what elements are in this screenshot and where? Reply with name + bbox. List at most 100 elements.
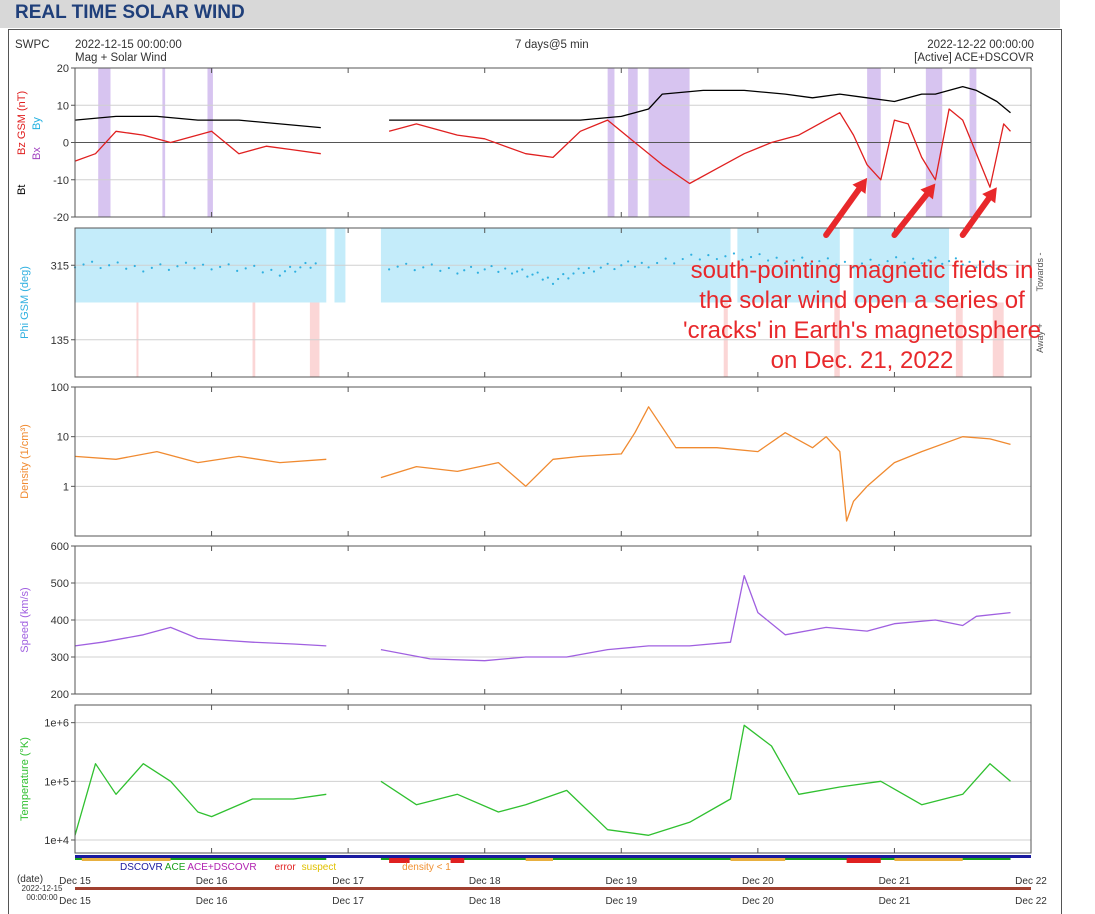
phi-point [289, 265, 292, 269]
phi-point [656, 261, 659, 265]
phi-point [947, 260, 951, 263]
phi-point [620, 264, 623, 267]
phi-point [526, 275, 529, 278]
y-axis-label: Speed (km/s) [19, 587, 31, 652]
page-title: REAL TIME SOLAR WIND [15, 2, 245, 23]
phi-point [463, 269, 466, 272]
phi-point [988, 264, 992, 267]
phi-point [975, 266, 978, 269]
ace-strip [380, 858, 1011, 860]
phi-point [546, 276, 549, 279]
timeline-bar [75, 887, 1031, 890]
bt-series [389, 85, 1011, 121]
phi-point [469, 265, 473, 269]
x-tick-label: Dec 21 [879, 876, 911, 887]
y-tick-label: 315 [51, 260, 69, 272]
phi-point [516, 270, 519, 273]
legend-item-ace-dscovr: ACE+DSCOVR [187, 862, 256, 873]
suspect-flag [894, 858, 963, 861]
phi-point [536, 271, 539, 274]
phi-point [809, 262, 812, 266]
phi-point [992, 261, 995, 264]
phi-point [116, 261, 119, 264]
phi-point [982, 260, 985, 263]
phi-point [664, 257, 667, 260]
bt-series [74, 115, 321, 129]
phi-point [627, 260, 630, 263]
phi-point [125, 267, 128, 270]
y-tick-label: 1e+6 [44, 718, 69, 730]
phi-point [557, 277, 560, 281]
phi-point [278, 274, 281, 277]
y-axis-label-part: Bt [16, 185, 28, 195]
phi-point [150, 266, 153, 269]
phi-point [835, 263, 838, 266]
x-tick-label: Dec 18 [469, 876, 501, 887]
start-date: 2022-12-15 00:00:00 [75, 39, 182, 51]
y-tick-label: 20 [57, 63, 69, 75]
phi-point [504, 267, 507, 270]
phi-point [995, 267, 998, 270]
phi-point [941, 262, 944, 266]
phi-point [633, 265, 637, 268]
phi-point [562, 273, 565, 276]
phi-point [270, 268, 273, 271]
annotation-text-line: 'cracks' in Earth's magnetosphere [683, 317, 1041, 344]
phi-point [261, 271, 264, 274]
suspect-flag [730, 858, 786, 861]
x-tick-label: Dec 20 [742, 876, 774, 887]
x-tick-label-bottom: Dec 18 [469, 896, 501, 907]
phi-point [90, 260, 94, 263]
legend-item-ace: ACE [165, 862, 186, 873]
phi-point [219, 265, 222, 268]
phi-point [877, 263, 881, 267]
phi-point [396, 265, 399, 268]
x-tick-label-bottom: Dec 17 [332, 896, 364, 907]
phi-point [159, 263, 162, 266]
phi-point [843, 260, 847, 263]
phi-point [541, 278, 544, 281]
x-tick-label: Dec 16 [196, 876, 228, 887]
phi-point [895, 256, 898, 259]
phi-point [954, 257, 957, 260]
phi-point [818, 260, 821, 263]
phi-point [640, 261, 643, 264]
phi-point [299, 266, 302, 269]
phi-point [99, 266, 102, 270]
x-tick-label: Dec 19 [605, 876, 637, 887]
phi-point [599, 266, 602, 269]
start-stamp-date: 2022-12-15 [22, 884, 63, 893]
phi-point [587, 266, 590, 270]
phi-point [309, 266, 312, 269]
annotation-arrowhead [920, 183, 936, 200]
phi-point [613, 267, 616, 271]
y-axis-label-part: Bz GSM (nT) [16, 91, 28, 155]
y-tick-label: 10 [57, 432, 69, 444]
right-label-towards: Towards - [1035, 252, 1045, 291]
speed-series [380, 574, 1011, 662]
x-tick-label-bottom: Dec 21 [879, 896, 911, 907]
phi-point [304, 261, 307, 265]
phi-point [236, 269, 239, 272]
y-axis-label: Temperature (°K) [19, 737, 31, 821]
phi-point [430, 263, 433, 266]
y-tick-label: 400 [51, 615, 69, 627]
phi-point [826, 257, 829, 260]
y-tick-label: 100 [51, 382, 69, 394]
temperature-series [74, 763, 327, 836]
temperature-series [380, 724, 1011, 836]
phi-point [985, 266, 988, 270]
phi-point [176, 265, 179, 268]
x-tick-label: Dec 22 [1015, 876, 1047, 887]
phi-point [283, 270, 287, 273]
y-tick-label: -10 [53, 175, 69, 187]
phi-point [647, 266, 650, 269]
phi-point [184, 261, 188, 264]
density-series [380, 406, 1011, 522]
suspect-flag [81, 858, 171, 861]
phi-point [673, 262, 676, 265]
phi-point [775, 256, 778, 259]
annotation-arrowhead [852, 177, 868, 194]
phi-point [934, 256, 937, 259]
phi-point [577, 267, 580, 270]
